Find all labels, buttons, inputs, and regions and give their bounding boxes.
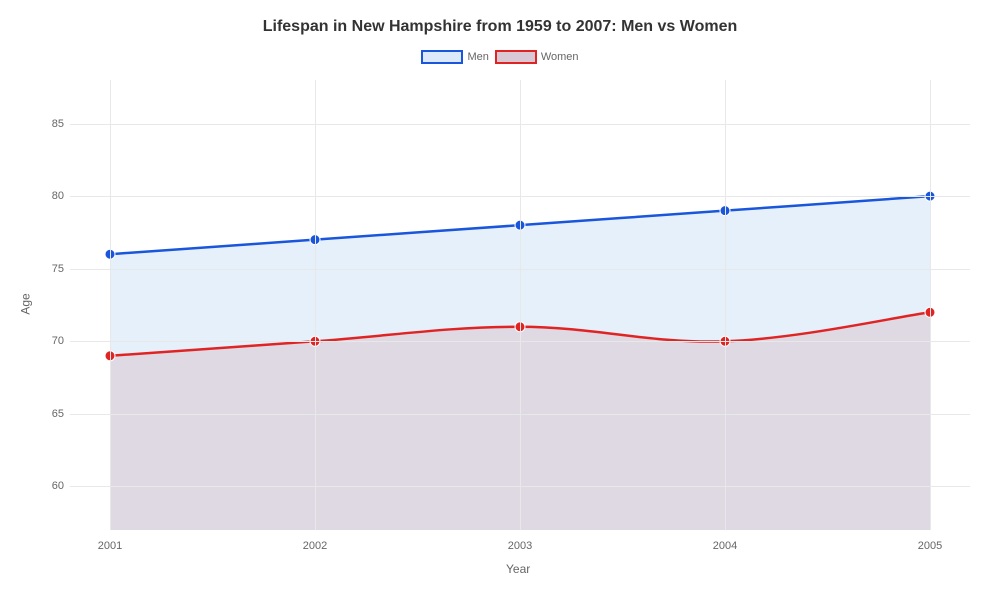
chart-container: Lifespan in New Hampshire from 1959 to 2… bbox=[0, 0, 1000, 600]
y-tick-label: 75 bbox=[40, 263, 64, 275]
x-tick-label: 2003 bbox=[508, 540, 532, 552]
legend-item-women[interactable]: Women bbox=[495, 50, 579, 64]
plot-area bbox=[70, 80, 970, 530]
grid-line-h bbox=[70, 414, 970, 415]
x-tick-label: 2001 bbox=[98, 540, 122, 552]
grid-line-v bbox=[520, 80, 521, 530]
legend-swatch-men bbox=[421, 50, 463, 64]
grid-line-h bbox=[70, 486, 970, 487]
y-axis-label: Age bbox=[19, 293, 33, 314]
y-tick-label: 70 bbox=[40, 335, 64, 347]
grid-line-v bbox=[110, 80, 111, 530]
grid-line-v bbox=[315, 80, 316, 530]
legend-swatch-women bbox=[495, 50, 537, 64]
chart-title: Lifespan in New Hampshire from 1959 to 2… bbox=[0, 18, 1000, 36]
grid-line-h bbox=[70, 269, 970, 270]
y-tick-label: 80 bbox=[40, 190, 64, 202]
legend-label-women: Women bbox=[541, 51, 579, 63]
legend-label-men: Men bbox=[467, 51, 488, 63]
x-tick-label: 2005 bbox=[918, 540, 942, 552]
x-tick-label: 2002 bbox=[303, 540, 327, 552]
legend-item-men[interactable]: Men bbox=[421, 50, 488, 64]
grid-line-v bbox=[725, 80, 726, 530]
y-tick-label: 60 bbox=[40, 480, 64, 492]
legend: Men Women bbox=[0, 50, 1000, 64]
y-tick-label: 85 bbox=[40, 118, 64, 130]
grid-line-h bbox=[70, 124, 970, 125]
x-axis-label: Year bbox=[506, 562, 530, 576]
grid-line-v bbox=[930, 80, 931, 530]
x-tick-label: 2004 bbox=[713, 540, 737, 552]
grid-line-h bbox=[70, 341, 970, 342]
y-tick-label: 65 bbox=[40, 408, 64, 420]
grid-line-h bbox=[70, 196, 970, 197]
